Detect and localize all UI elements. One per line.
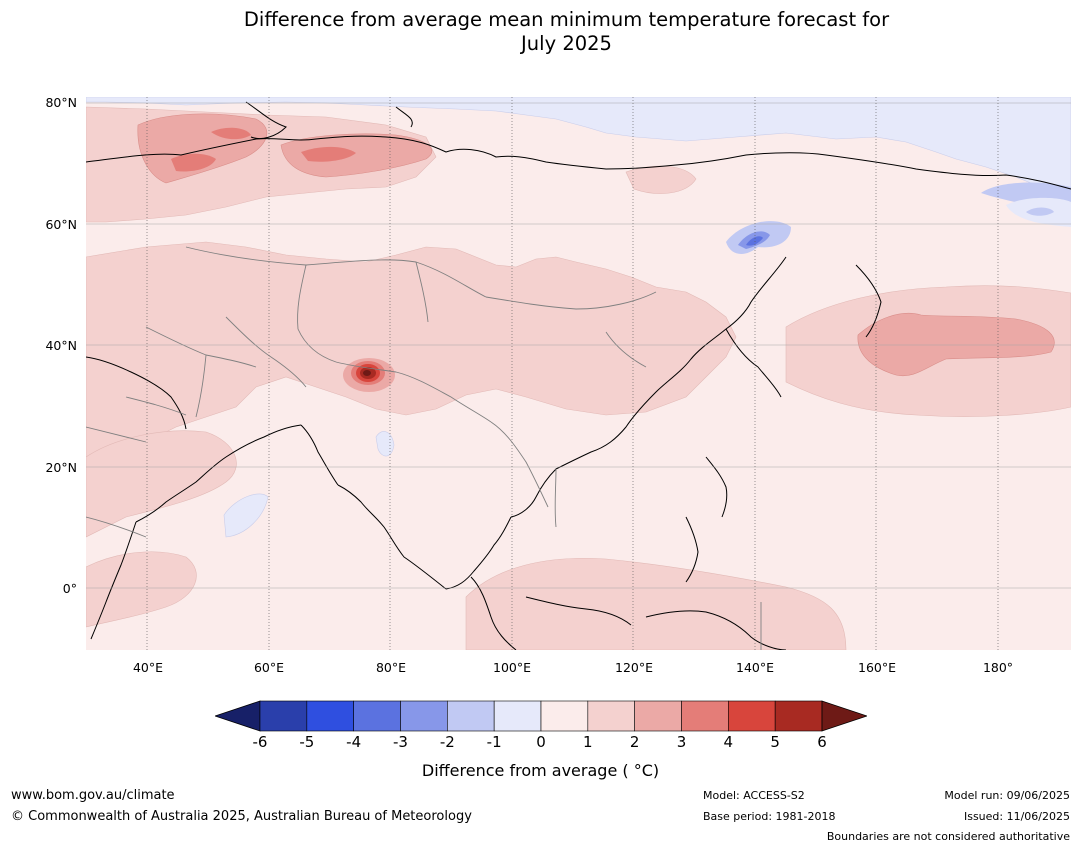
anomaly-map <box>86 97 1071 650</box>
lat-label-20n: 20°N <box>45 460 77 475</box>
copyright-text: © Commonwealth of Australia 2025, Austra… <box>11 809 472 824</box>
anomaly-area-northwest-russia-core <box>171 153 216 172</box>
longitude-gridlines <box>146 97 999 650</box>
title-line-1: Difference from average mean minimum tem… <box>243 8 890 31</box>
colorbar-tick-label: 4 <box>723 733 734 751</box>
issued-text: Issued: 11/06/2025 <box>963 810 1070 823</box>
lat-label-60n: 60°N <box>45 217 77 232</box>
colorbar-segment <box>774 700 823 732</box>
colorbar-segment <box>587 700 635 732</box>
anomaly-area-east-siberia <box>625 165 697 194</box>
colorbar-segment <box>353 700 401 732</box>
colorbar-tick-label: 1 <box>583 733 593 751</box>
anomaly-area-kamchatka-core <box>1026 207 1054 216</box>
lon-label-100e: 100°E <box>492 660 532 675</box>
lon-label-120e: 120°E <box>614 660 654 675</box>
colorbar-extend-low <box>213 700 261 732</box>
colorbar-tick-label: 5 <box>770 733 780 751</box>
lon-label-140e: 140°E <box>735 660 775 675</box>
lon-label-160e: 160°E <box>857 660 897 675</box>
chart-title: Difference from average mean minimum tem… <box>0 8 1081 56</box>
anomaly-area-kara-core <box>301 146 356 162</box>
colorbar-tick-label: -4 <box>346 733 362 751</box>
anomaly-area-arabian-sea <box>223 493 269 538</box>
lat-label-40n: 40°N <box>45 338 77 353</box>
colorbar-segment <box>400 700 448 732</box>
coastlines <box>86 101 1071 650</box>
colorbar <box>213 700 869 732</box>
map-svg <box>86 97 1071 650</box>
colorbar-tick-label: -2 <box>439 733 455 751</box>
anomaly-area-north-africa-arabia <box>86 430 237 538</box>
colorbar-label: Difference from average ( °C) <box>421 761 660 780</box>
colorbar-segment <box>259 700 308 732</box>
colorbar-tick-label: -6 <box>252 733 268 751</box>
anomaly-area-north-pacific <box>857 312 1055 377</box>
lon-label-60e: 60°E <box>253 660 285 675</box>
colorbar-segment <box>493 700 542 732</box>
model-run-text: Model run: 09/06/2025 <box>944 789 1070 802</box>
colorbar-tick-label: -1 <box>486 733 502 751</box>
colorbar-tick-label: -3 <box>393 733 408 751</box>
lat-label-80n: 80°N <box>45 95 77 110</box>
anomaly-area-central-asia-tibet-china <box>86 241 737 468</box>
lon-label-180: 180° <box>982 660 1014 675</box>
colorbar-segment <box>540 700 589 732</box>
colorbar-segment <box>681 700 729 732</box>
latitude-gridlines <box>86 102 1071 589</box>
colorbar-segment <box>728 700 776 732</box>
colorbar-segment <box>306 700 354 732</box>
anomaly-area-maritime-continent <box>465 557 847 650</box>
colorbar-tick-label: 2 <box>629 733 640 751</box>
colorbar-svg <box>213 700 869 732</box>
colorbar-extend-high <box>821 700 869 732</box>
anomaly-area-himalaya-peak <box>363 370 371 376</box>
anomaly-area-east-africa <box>86 551 197 628</box>
title-line-2: July 2025 <box>521 32 612 55</box>
colorbar-tick-label: 0 <box>536 733 546 751</box>
colorbar-segment <box>447 700 495 732</box>
country-boundaries <box>86 246 762 650</box>
anomaly-area-okhotsk-peak <box>746 236 763 246</box>
colorbar-tick-label: -5 <box>299 733 315 751</box>
lat-label-0: 0° <box>62 581 77 596</box>
anomaly-area-barents-core <box>211 127 251 140</box>
anomaly-area-kara-sea-coast <box>280 133 433 178</box>
base-period-text: Base period: 1981-2018 <box>703 810 836 823</box>
colorbar-tick-label: 6 <box>817 733 827 751</box>
colorbar-segment <box>634 700 682 732</box>
anomaly-area-bay-of-bengal <box>375 431 395 457</box>
colorbar-tick-label: 3 <box>676 733 687 751</box>
boundaries-note: Boundaries are not considered authoritat… <box>826 830 1070 843</box>
lon-label-80e: 80°E <box>375 660 407 675</box>
lon-label-40e: 40°E <box>132 660 164 675</box>
model-text: Model: ACCESS-S2 <box>703 789 805 802</box>
website-text: www.bom.gov.au/climate <box>11 788 175 803</box>
